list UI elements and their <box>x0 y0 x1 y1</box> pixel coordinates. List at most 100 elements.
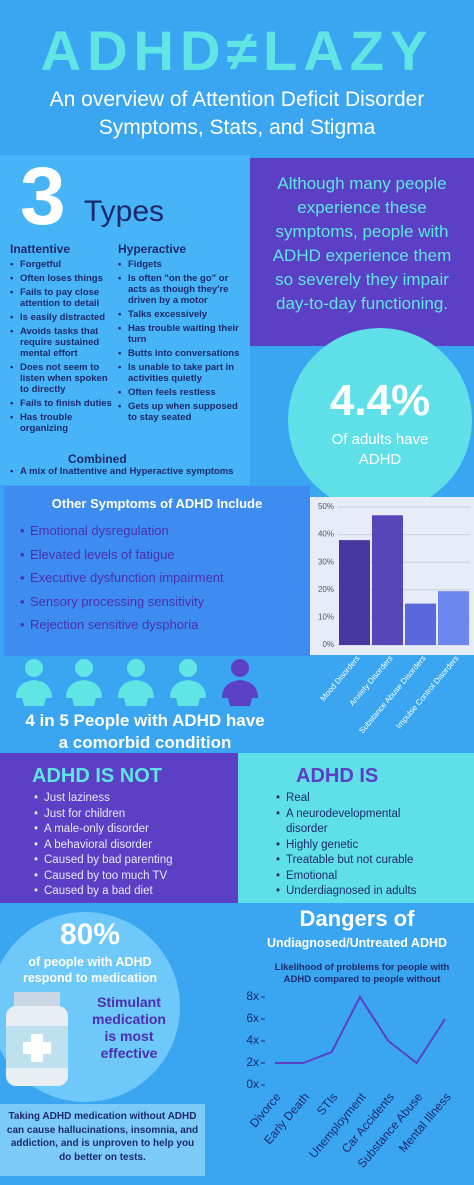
list-item: Avoids tasks that require sustained ment… <box>10 326 116 359</box>
x-tick-label: STIs <box>314 1090 341 1118</box>
list-item: Elevated levels of fatigue <box>20 543 310 567</box>
symptoms-title: Other Symptoms of ADHD Include <box>51 496 263 511</box>
line <box>275 995 446 1065</box>
list: Emotional dysregulationElevated levels o… <box>20 519 310 637</box>
list-item: Executive dysfunction impairment <box>20 566 310 590</box>
quote-line: experience these <box>297 198 427 217</box>
quote: Although many people experience these sy… <box>250 172 474 316</box>
list-item: Has trouble waiting their turn <box>118 323 246 345</box>
hyperactive: Hyperactive Fidgets Is often "on the go" … <box>118 242 246 426</box>
y-tick-label: 10% <box>318 613 334 622</box>
quote-line: symptoms, people with <box>275 222 449 241</box>
subtitle-line: Symptoms, Stats, and Stigma <box>98 116 376 139</box>
types-label: Types <box>84 195 165 228</box>
combined: Combined A mix of Inattentive and Hypera… <box>10 452 250 480</box>
list: Fidgets Is often "on the go" or acts as t… <box>118 259 246 423</box>
subtitle: An overview of Attention Deficit Disorde… <box>0 86 474 142</box>
list-item: Often feels restless <box>118 387 246 398</box>
list-item: Often loses things <box>10 273 116 284</box>
list-item: Butts into conversations <box>118 348 246 359</box>
list-item: Is unable to take part in activities qui… <box>118 362 246 384</box>
list-item: Emotional dysregulation <box>20 519 310 543</box>
list-item: Caused by bad parenting <box>34 853 238 869</box>
list-item: Real <box>276 791 426 807</box>
bottle-icon <box>6 992 68 1086</box>
y-tick-label: 40% <box>318 530 334 539</box>
comorbid: 4 in 5 People with ADHD have a comorbid … <box>0 710 290 754</box>
list-item: Caused by a bad diet <box>34 884 238 900</box>
med-label: of people with ADHD respond to medicatio… <box>0 954 180 986</box>
med-note-line: medication <box>92 1011 166 1027</box>
med-note-line: effective <box>100 1045 158 1061</box>
list-item: Fidgets <box>118 259 246 270</box>
title: ADHD≠LAZY <box>40 19 434 82</box>
subtitle-line: An overview of Attention Deficit Disorde… <box>49 88 425 111</box>
types-number: 3 <box>20 151 66 242</box>
list-item: A mix of Inattentive and Hyperactive sym… <box>10 466 250 477</box>
list-item: Treatable but not curable <box>276 853 426 869</box>
list-item: Underdiagnosed in adults <box>276 884 426 900</box>
list-item: Does not seem to listen when spoken to d… <box>10 362 116 395</box>
y-tick-label: 6x <box>246 1011 259 1025</box>
bar <box>371 515 404 645</box>
list-item: Has trouble organizing <box>10 412 116 434</box>
med-label-line: of people with ADHD <box>28 955 152 969</box>
list: RealA neurodevelopmental disorderHighly … <box>276 791 426 900</box>
list-item: Highly genetic <box>276 838 426 854</box>
footer-text: Taking ADHD medication without ADHD can … <box>6 1111 199 1163</box>
list-item: Gets up when supposed to stay seated <box>118 401 246 423</box>
list: A mix of Inattentive and Hyperactive sym… <box>10 466 250 477</box>
type-title: Combined <box>68 452 127 466</box>
list-item: Is easily distracted <box>10 312 116 323</box>
y-tick-label: 0% <box>322 640 334 649</box>
people-icons <box>16 659 258 706</box>
med-value: 80% <box>59 918 121 951</box>
is-not-title: ADHD IS NOT <box>32 765 162 787</box>
quote-line: so severely they impair <box>275 270 449 289</box>
bar <box>338 540 371 645</box>
list-item: Fails to finish duties <box>10 398 116 409</box>
inattentive: Inattentive ForgetfulOften loses thingsF… <box>10 242 116 437</box>
y-tick-label: 8x <box>246 989 259 1003</box>
y-tick-label: 2x <box>246 1055 259 1069</box>
comorbid-line: 4 in 5 People with ADHD have <box>25 711 265 730</box>
quote-line: ADHD experience them <box>272 246 452 265</box>
med-note-line: is most <box>104 1028 154 1044</box>
dangers-title: Dangers of <box>299 906 415 931</box>
type-title: Hyperactive <box>118 242 187 256</box>
stat-label-line: ADHD <box>358 451 402 468</box>
stat-value: 4.4% <box>329 376 431 425</box>
list-item: Caused by too much TV <box>34 869 238 885</box>
is-title: ADHD IS <box>296 765 379 787</box>
list-item: Sensory processing sensitivity <box>20 590 310 614</box>
bar <box>437 591 470 645</box>
list-item: Rejection sensitive dysphoria <box>20 613 310 637</box>
med-label-line: respond to medication <box>22 971 158 985</box>
list-item: Is often "on the go" or acts as though t… <box>118 273 246 306</box>
med-note-line: Stimulant <box>97 994 161 1010</box>
dangers-subtitle: Undiagnosed/Untreated ADHD <box>266 936 448 950</box>
bar <box>404 603 437 645</box>
quote-line: day-to-day functioning. <box>276 294 448 313</box>
list-item: A neurodevelopmental disorder <box>276 807 426 838</box>
stat-label-line: Of adults have <box>331 431 429 448</box>
y-tick-label: 4x <box>246 1033 259 1047</box>
is-not-box: ADHD IS NOT Just lazinessJust for childr… <box>0 753 238 903</box>
footer-box: Taking ADHD medication without ADHD can … <box>0 1104 205 1176</box>
y-tick-label: 20% <box>318 585 334 594</box>
quote-line: Although many people <box>277 174 447 193</box>
list-item: A male-only disorder <box>34 822 238 838</box>
y-tick-label: 30% <box>318 557 334 566</box>
list-item: Talks excessively <box>118 309 246 320</box>
type-title: Inattentive <box>10 242 71 256</box>
list-item: Fails to pay close attention to detail <box>10 287 116 309</box>
comorbid-line: a comorbid condition <box>58 733 232 752</box>
list: Just lazinessJust for childrenA male-onl… <box>34 791 238 900</box>
x-tick-label: Substance Abuse Disorders <box>357 654 427 735</box>
is-box: ADHD IS RealA neurodevelopmental disorde… <box>238 753 474 903</box>
y-tick-label: 0x <box>246 1077 259 1091</box>
list: Forgetful Often loses things Fails to pay … <box>10 259 116 434</box>
